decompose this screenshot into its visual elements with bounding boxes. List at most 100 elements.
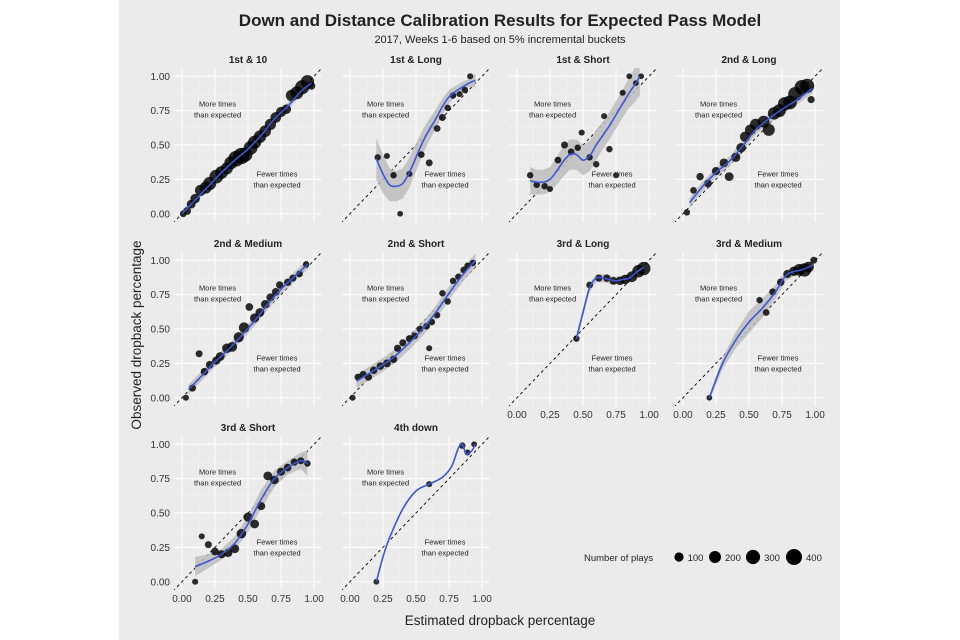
panel-plot-area [174, 436, 322, 590]
x-tick-label: 0.25 [205, 594, 225, 605]
confidence-band [576, 263, 644, 343]
data-point [711, 166, 721, 176]
annotation-upper-line1: More times [199, 284, 236, 293]
x-axis-title: Estimated dropback percentage [405, 613, 596, 628]
data-point [683, 209, 691, 216]
annotation-upper-line2: than expected [695, 295, 742, 304]
facet-strip-label: 4th down [394, 423, 438, 434]
data-point [586, 154, 593, 161]
annotation-lower-line2: than expected [254, 549, 301, 558]
facet-panel-2: 1st & Long More times than expected Fewer t… [342, 55, 490, 222]
smooth-curve [688, 87, 813, 204]
x-tick-label: 0.25 [373, 594, 393, 605]
annotation-lower-line2: than expected [254, 181, 301, 190]
data-point [383, 152, 390, 160]
data-point [541, 183, 548, 190]
data-point [456, 91, 463, 98]
chart-title: Down and Distance Calibration Results fo… [239, 11, 761, 30]
x-tick-label: 0.00 [673, 410, 693, 421]
data-point [263, 471, 273, 481]
data-point [349, 394, 356, 401]
y-tick-label: 0.00 [151, 393, 171, 404]
facet-panel-7: 3rd & Long More times than expected Fewer t… [507, 239, 659, 421]
facet-strip-label: 3rd & Medium [716, 239, 782, 250]
legend-size-key [786, 549, 802, 565]
panel-plot-area [342, 436, 490, 590]
x-tick-label: 0.50 [739, 410, 759, 421]
annotation-upper-line2: than expected [362, 295, 409, 304]
annotation-upper-line1: More times [367, 100, 404, 109]
x-tick-label: 0.75 [606, 410, 626, 421]
data-point [389, 355, 398, 363]
data-point [706, 394, 713, 401]
data-point [425, 159, 433, 167]
annotation-upper-line1: More times [700, 100, 737, 109]
x-tick-label: 1.00 [639, 410, 659, 421]
legend-size-key [674, 552, 684, 562]
facet-panel-1: 1st & 10 More times than expected Fewer tim… [151, 55, 322, 222]
data-point [250, 519, 260, 529]
data-point [574, 144, 581, 151]
data-point [626, 73, 633, 80]
panel-plot-area [675, 252, 823, 406]
y-tick-label: 0.50 [151, 141, 171, 152]
data-point [182, 394, 189, 401]
data-point [275, 281, 284, 289]
y-tick-label: 0.50 [151, 509, 171, 520]
chart-svg: Down and Distance Calibration Results fo… [129, 11, 825, 628]
smooth-curve [375, 79, 476, 188]
data-point [198, 533, 205, 540]
facet-panel-10: 4th down More times than expected Fewer tim… [340, 423, 492, 605]
annotation-lower-line2: than expected [755, 365, 802, 374]
confidence-band [709, 260, 814, 401]
x-tick-label: 0.00 [340, 594, 360, 605]
legend-size-label: 400 [806, 553, 822, 564]
y-tick-label: 1.00 [151, 440, 171, 451]
reference-diagonal [342, 436, 490, 590]
smooth-curve [181, 82, 312, 215]
data-point [444, 298, 451, 305]
annotation-upper-line1: More times [367, 468, 404, 477]
facet-panel-4: 2nd & Long More times than expected Fewer t… [675, 55, 823, 222]
x-tick-label: 0.25 [706, 410, 726, 421]
size-legend: Number of plays 100 200 300 400 [584, 549, 822, 565]
panel-plot-area [342, 68, 490, 222]
annotation-lower-line2: than expected [422, 549, 469, 558]
data-point [606, 145, 613, 153]
facet-strip-label: 3rd & Long [557, 239, 610, 250]
data-point [195, 350, 203, 358]
x-tick-label: 0.75 [439, 594, 459, 605]
y-tick-label: 0.50 [151, 325, 171, 336]
panel-plot-area [675, 68, 823, 222]
data-point [411, 332, 419, 340]
data-point [724, 172, 734, 182]
data-point [526, 172, 534, 179]
facet-panel-8: 3rd & Medium More times than expected Fewer… [673, 239, 825, 421]
data-point [444, 104, 451, 112]
annotation-upper-line2: than expected [362, 111, 409, 120]
annotation-lower-line2: than expected [589, 365, 636, 374]
annotation-upper-line2: than expected [362, 479, 409, 488]
y-tick-label: 1.00 [151, 72, 171, 83]
data-point [204, 541, 212, 549]
x-tick-label: 0.75 [772, 410, 792, 421]
data-point [546, 185, 554, 193]
x-tick-label: 0.50 [406, 594, 426, 605]
annotation-upper-line1: More times [199, 468, 236, 477]
y-tick-label: 0.75 [151, 474, 171, 485]
annotation-upper-line2: than expected [529, 111, 576, 120]
annotation-lower-line1: Fewer times [758, 170, 799, 179]
panel-plot-area [174, 68, 322, 222]
data-point [696, 172, 704, 181]
panel-plot-area [174, 252, 322, 406]
annotation-lower-line1: Fewer times [257, 170, 298, 179]
x-tick-label: 0.25 [540, 410, 560, 421]
data-point [561, 141, 568, 149]
facet-panel-6: 2nd & Short More times than expected Fewer … [342, 239, 490, 406]
data-point [397, 210, 404, 217]
smooth-curve [187, 263, 309, 391]
x-tick-label: 1.00 [304, 594, 324, 605]
y-tick-label: 0.75 [151, 290, 171, 301]
facet-strip-label: 2nd & Short [388, 239, 445, 250]
annotation-upper-line1: More times [534, 100, 571, 109]
